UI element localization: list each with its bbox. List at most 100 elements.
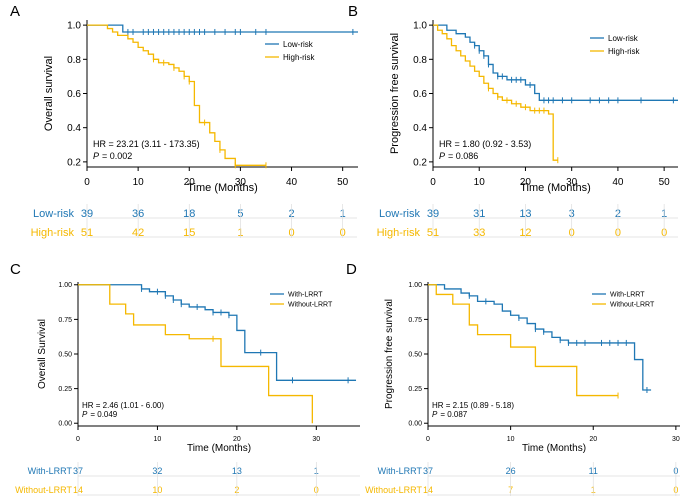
y-axis-label: Overall survival	[43, 56, 55, 131]
p-label: P	[82, 410, 88, 419]
series-with-lrrt	[78, 284, 357, 384]
x-tick-label: 40	[612, 177, 624, 188]
y-tick-label: 0.00	[408, 421, 422, 428]
x-tick-label: 10	[474, 177, 486, 188]
y-tick-label: 0.25	[408, 386, 422, 393]
y-axis-label: Overall Survival	[37, 319, 48, 389]
survival-curve	[78, 284, 357, 381]
hazard-ratio: HR = 23.21 (3.11 - 173.35)	[93, 139, 200, 149]
x-tick-label: 40	[286, 177, 298, 188]
hazard-ratio: HR = 2.46 (1.01 - 6.00)	[82, 401, 164, 410]
x-tick-label: 50	[337, 177, 349, 188]
y-tick-label: 1.0	[67, 21, 81, 32]
y-tick-label: 0.25	[58, 386, 72, 393]
p-number: = 0.049	[90, 410, 117, 419]
legend-label: High-risk	[608, 47, 641, 56]
hazard-ratio: HR = 1.80 (0.92 - 3.53)	[439, 139, 531, 149]
p-value: P = 0.049	[82, 410, 118, 419]
risk-table: With-LRRT3732131Without-LRRT141020	[15, 462, 360, 496]
p-value: P = 0.002	[93, 151, 132, 161]
hazard-ratio: HR = 2.15 (0.89 - 5.18)	[432, 401, 514, 410]
x-tick-label: 10	[507, 436, 515, 443]
risk-row-label: Low-risk	[33, 208, 74, 220]
series-without-lrrt	[428, 284, 619, 399]
y-tick-label: 0.8	[67, 55, 81, 66]
y-tick-label: 0.6	[413, 89, 427, 100]
panel-letter: B	[348, 3, 358, 20]
x-tick-label: 30	[235, 177, 247, 188]
x-tick-label: 0	[426, 436, 430, 443]
x-tick-label: 20	[233, 436, 241, 443]
y-tick-label: 0.2	[413, 157, 427, 168]
series-low-risk	[87, 24, 358, 35]
y-tick-label: 0.75	[58, 317, 72, 324]
x-tick-label: 20	[520, 177, 532, 188]
x-tick-label: 10	[133, 177, 145, 188]
x-tick-label: 10	[154, 436, 162, 443]
series-high-risk	[87, 24, 267, 169]
legend-label: Without-LRRT	[610, 301, 655, 308]
legend-label: Low-risk	[608, 34, 639, 43]
x-tick-label: 30	[566, 177, 578, 188]
p-value: P = 0.087	[432, 410, 468, 419]
y-tick-label: 1.00	[408, 282, 422, 289]
y-tick-label: 0.8	[413, 55, 427, 66]
x-tick-label: 0	[430, 177, 436, 188]
legend-label: Low-risk	[283, 40, 314, 49]
y-tick-label: 0.75	[408, 317, 422, 324]
survival-curve	[87, 24, 266, 166]
risk-row-label: Low-risk	[379, 208, 420, 220]
legend-label: High-risk	[283, 53, 316, 62]
x-tick-label: 0	[76, 436, 80, 443]
risk-row-label: Without-LRRT	[365, 485, 422, 495]
panel-a: A 0 10 20 30 40 50 0.2 0.4 0.6 0.8 1.0 Time (Months)…	[10, 3, 358, 239]
p-value: P = 0.086	[439, 151, 478, 161]
survival-curve	[433, 24, 558, 161]
x-axis-label: Time (Months)	[187, 182, 258, 194]
panel-letter: C	[10, 261, 21, 278]
x-tick-label: 20	[184, 177, 196, 188]
y-tick-label: 1.00	[58, 282, 72, 289]
x-axis-label: Time (Months)	[520, 182, 591, 194]
panel-c: C 0 10 20 30 0.00 0.25 0.50 0.75 1.00 Time (Months…	[10, 261, 360, 496]
risk-table: With-LRRT3726110Without-LRRT14710	[365, 462, 680, 496]
panel-b: B 0 10 20 30 40 50 0.2 0.4 0.6 0.8 1.0 Time (Months)…	[348, 3, 678, 239]
x-tick-label: 50	[659, 177, 671, 188]
legend: Low-risk High-risk	[265, 40, 316, 62]
legend-label: With-LRRT	[288, 291, 323, 298]
survival-curve	[428, 284, 619, 397]
p-number: = 0.086	[448, 151, 478, 161]
risk-row-label: High-risk	[377, 227, 421, 239]
legend: With-LRRT Without-LRRT	[270, 291, 333, 308]
y-axis-label: Progression free survival	[389, 33, 401, 154]
y-tick-label: 0.4	[67, 123, 81, 134]
x-tick-label: 20	[589, 436, 597, 443]
risk-row-label: With-LRRT	[378, 466, 423, 476]
x-tick-label: 30	[312, 436, 320, 443]
series-low-risk	[433, 24, 678, 104]
panel-letter: D	[346, 261, 357, 278]
y-tick-label: 1.0	[413, 21, 427, 32]
y-tick-label: 0.4	[413, 123, 427, 134]
x-axis-label: Time (Months)	[522, 443, 586, 454]
series-high-risk	[433, 24, 559, 164]
risk-row-label: With-LRRT	[28, 466, 73, 476]
series-without-lrrt	[78, 284, 313, 424]
legend-label: With-LRRT	[610, 291, 645, 298]
y-tick-label: 0.00	[58, 421, 72, 428]
legend: With-LRRT Without-LRRT	[592, 291, 655, 308]
p-number: = 0.087	[440, 410, 467, 419]
y-tick-label: 0.50	[58, 351, 72, 358]
y-tick-label: 0.50	[408, 351, 422, 358]
x-axis-label: Time (Months)	[187, 443, 251, 454]
survival-curve	[433, 24, 678, 101]
survival-curve	[78, 284, 313, 424]
risk-row-label: Without-LRRT	[15, 485, 72, 495]
y-axis-label: Progression free survival	[384, 299, 395, 409]
p-label: P	[439, 151, 445, 161]
x-tick-label: 30	[672, 436, 680, 443]
legend-label: Without-LRRT	[288, 301, 333, 308]
